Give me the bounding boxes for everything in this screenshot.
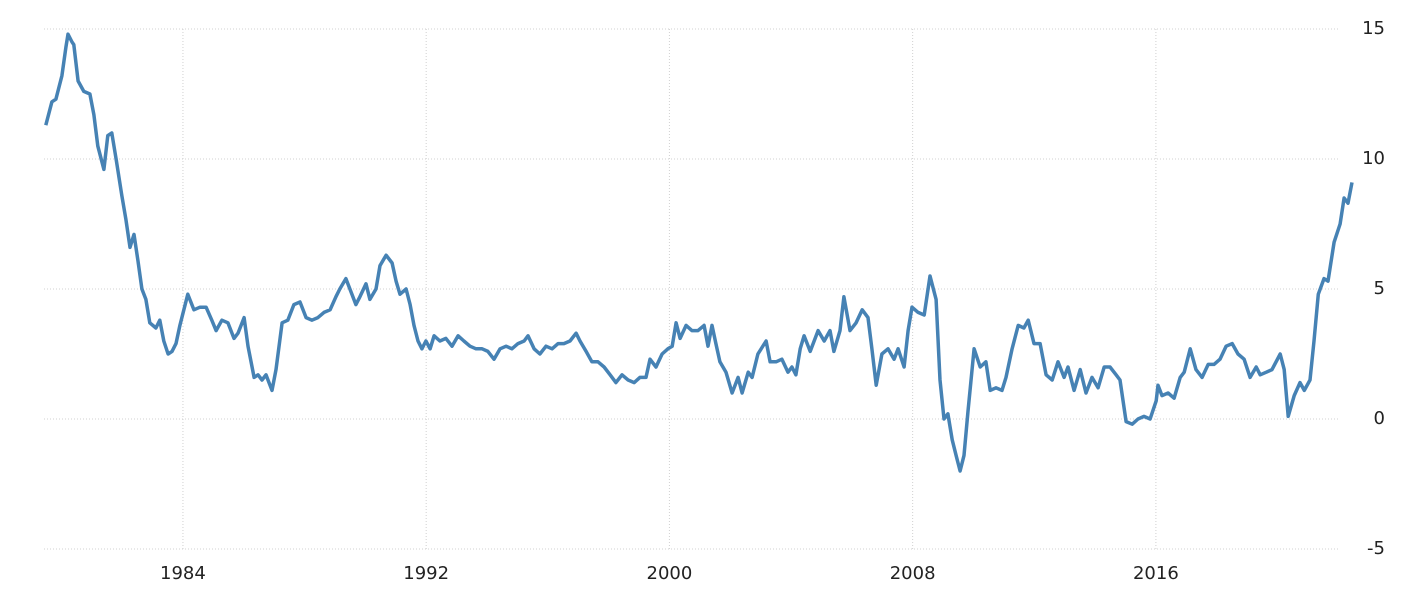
x-tick-label: 2000: [647, 563, 693, 584]
y-tick-label: 10: [1362, 148, 1385, 169]
series-line: [44, 32, 1354, 473]
x-tick-label: 1992: [403, 563, 449, 584]
x-tick-label: 2016: [1133, 563, 1179, 584]
x-tick-label: 1984: [160, 563, 206, 584]
y-tick-label: 5: [1374, 278, 1385, 299]
x-tick-label: 2008: [890, 563, 936, 584]
y-tick-label: 15: [1362, 18, 1385, 39]
y-tick-label: 0: [1374, 408, 1385, 429]
y-tick-label: -5: [1367, 538, 1385, 559]
